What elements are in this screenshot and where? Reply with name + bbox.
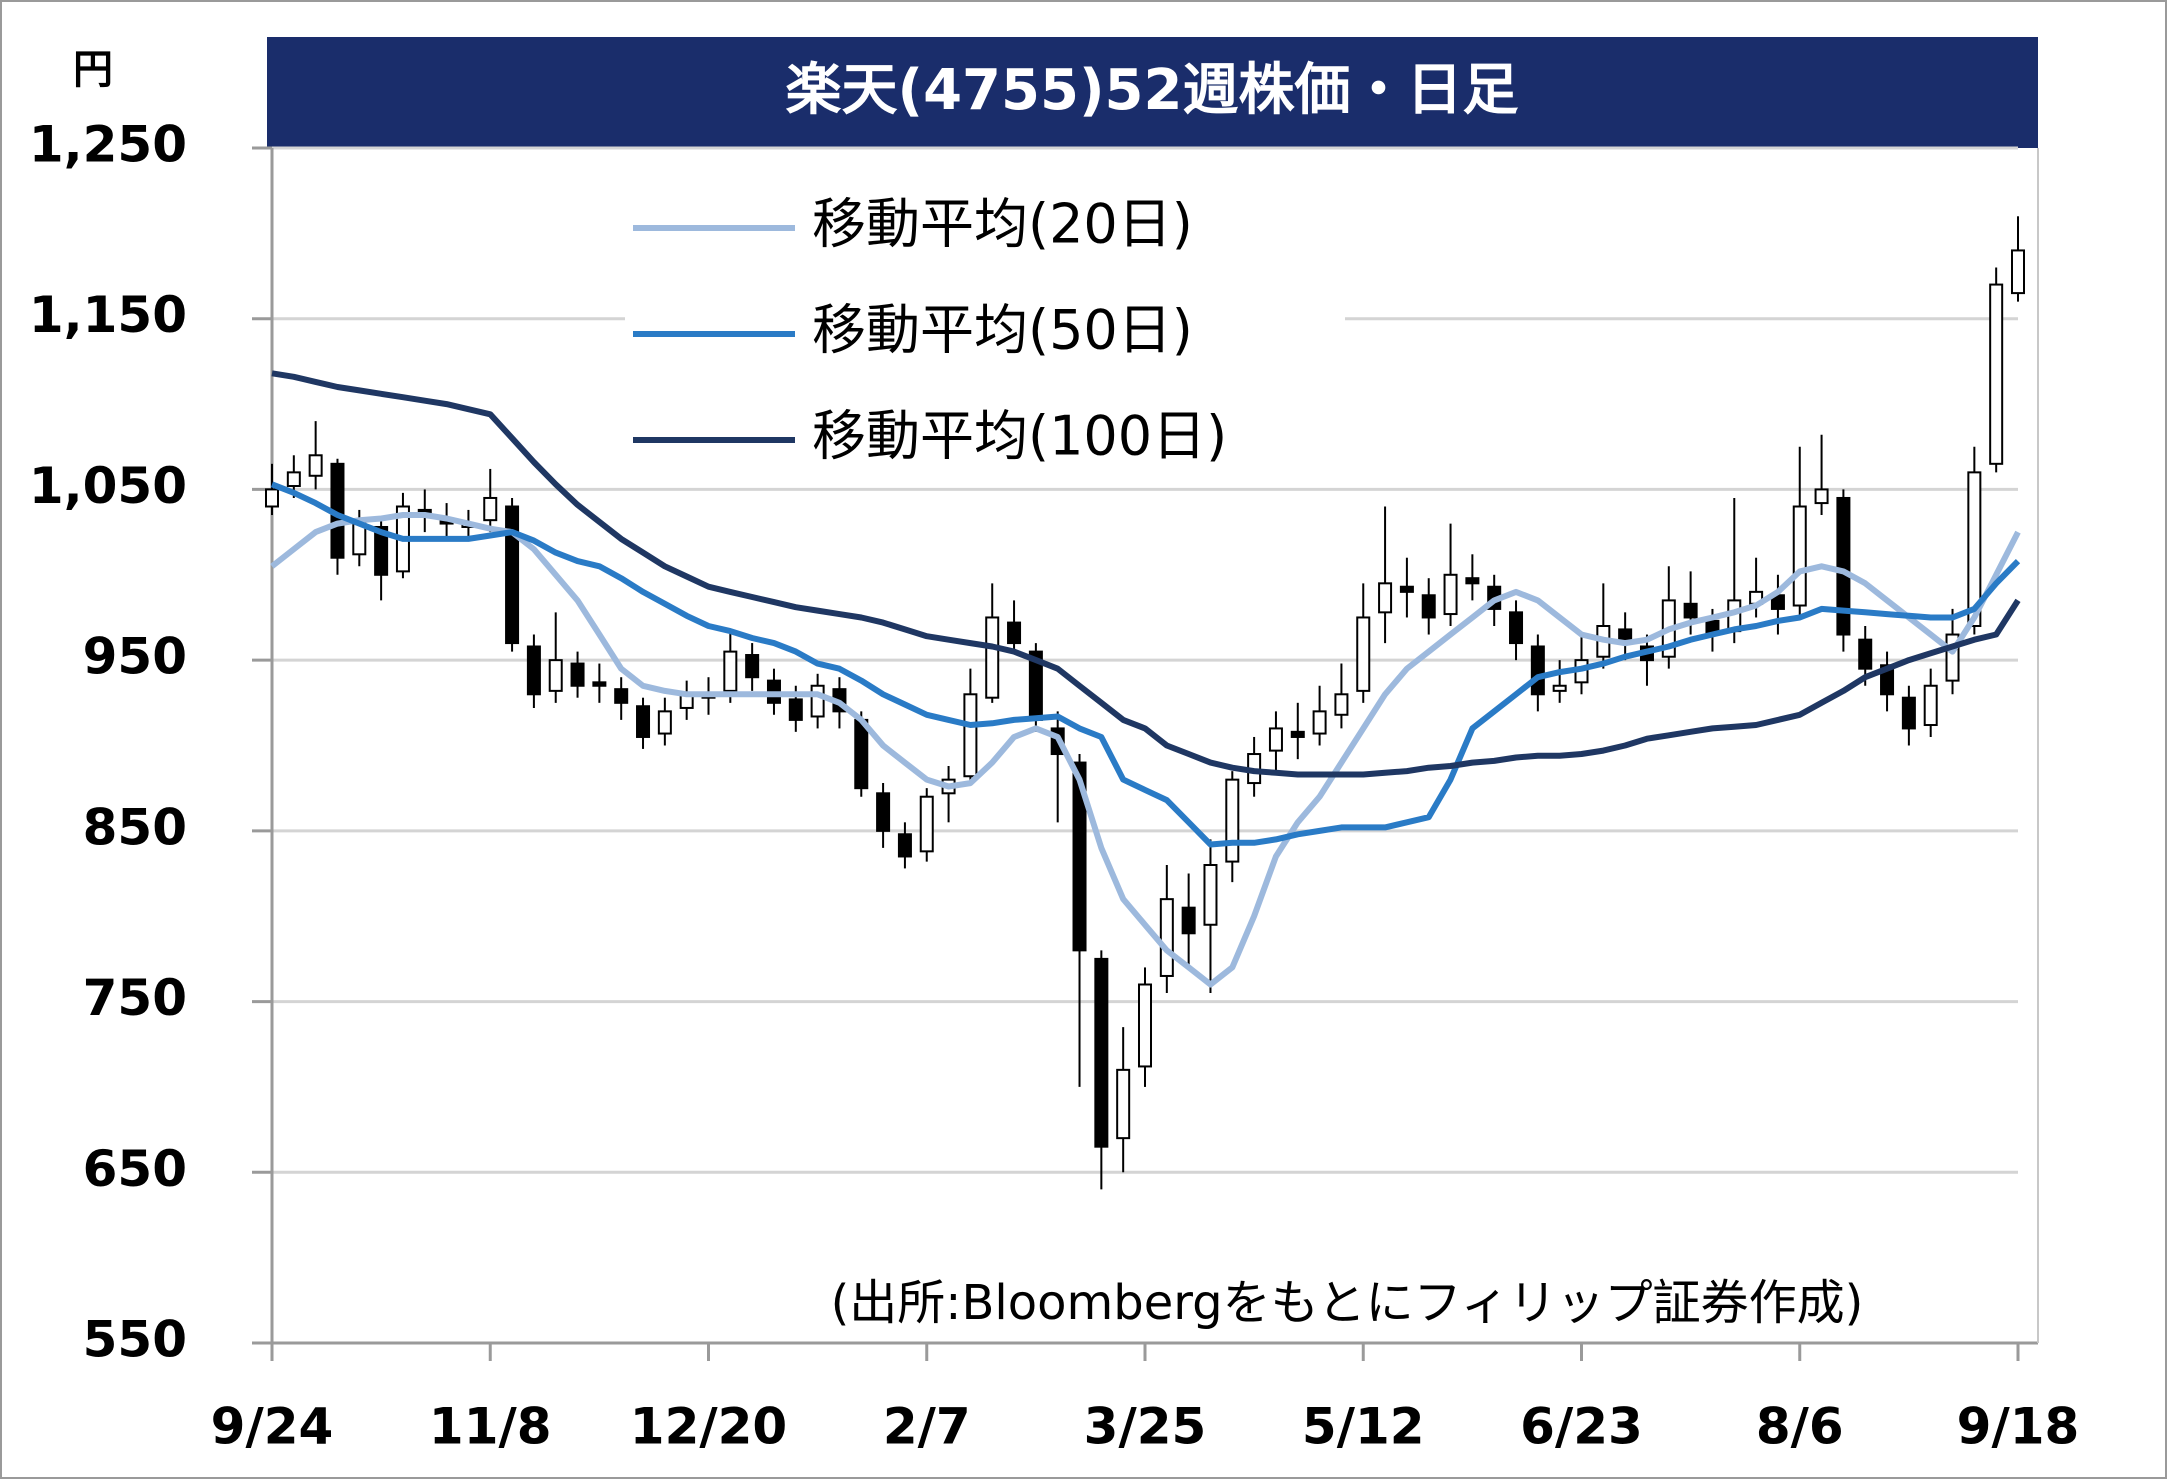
candle-body [1923, 684, 1938, 727]
candle-body [919, 795, 934, 853]
title-bar [267, 37, 2038, 148]
candle-body [2010, 249, 2026, 295]
y-tick-label: 850 [83, 798, 187, 856]
y-tick-label: 1,050 [29, 457, 187, 515]
legend-label: 移動平均(50日) [812, 299, 1193, 362]
candle-body [1858, 638, 1873, 670]
candle-body [264, 488, 280, 508]
ma-line [270, 481, 2021, 848]
ma-line [270, 512, 2021, 988]
candle-body [745, 654, 760, 679]
candle-body [1072, 761, 1087, 952]
x-tick-label: 11/8 [429, 1398, 552, 1456]
candle-body [1465, 577, 1480, 585]
candle-body [1989, 283, 2004, 465]
candle-body [810, 684, 825, 718]
candle-body [1901, 696, 1916, 730]
candle-body [636, 705, 651, 738]
candle-body [1356, 616, 1371, 692]
candle-body [788, 698, 803, 721]
candle-body [308, 454, 323, 477]
source-note: (出所:Bloombergをもとにフィリップ証券作成) [831, 1275, 1864, 1331]
legend-label: 移動平均(20日) [812, 193, 1193, 256]
candle-body [1399, 585, 1414, 593]
candle-body [1509, 611, 1524, 645]
candle-body [1137, 983, 1153, 1068]
candle-body [1814, 488, 1829, 505]
x-tick-label: 12/20 [630, 1398, 787, 1456]
candle-body [1836, 496, 1851, 636]
candle-body [1334, 693, 1349, 716]
candle-body [657, 710, 672, 735]
candle-body [526, 645, 541, 696]
candle-body [1378, 582, 1393, 614]
candle-body [1268, 727, 1283, 752]
candle-body [505, 505, 520, 645]
y-tick-label: 950 [83, 628, 187, 686]
candle-body [897, 833, 912, 858]
candle-body [483, 496, 498, 522]
candle-body [985, 616, 1000, 699]
x-tick-label: 2/7 [883, 1398, 971, 1456]
candle-body [1290, 730, 1305, 738]
candle-body [1967, 471, 1982, 627]
candle-body [1203, 864, 1218, 926]
candle-body [1094, 957, 1109, 1148]
candle-body [1792, 505, 1807, 607]
candle-body [374, 525, 389, 576]
ma-line [271, 370, 2021, 778]
y-tick-label: 1,250 [29, 116, 187, 174]
y-tick-label: 750 [83, 969, 187, 1027]
candle-body [286, 471, 301, 488]
y-tick-label: 1,150 [29, 286, 187, 344]
candle-body [1225, 778, 1240, 863]
candle-body [854, 718, 869, 790]
x-tick-label: 8/6 [1756, 1398, 1844, 1456]
candle-body [570, 662, 585, 687]
candle-body [1007, 621, 1022, 645]
y-unit: 円 [73, 47, 113, 93]
candle-body [1181, 906, 1196, 935]
x-tick-label: 3/25 [1084, 1398, 1207, 1456]
candle-body [1443, 573, 1458, 616]
chart-title: 楽天(4755)52週株価・日足 [786, 58, 1519, 123]
candle-body [548, 659, 563, 692]
candle-body [1421, 594, 1436, 619]
y-tick-label: 550 [83, 1311, 187, 1369]
candle-body [876, 792, 891, 832]
candle-body [1683, 602, 1698, 619]
candle-body [1552, 684, 1567, 692]
note-bg [700, 1270, 2000, 1340]
candle-body [1312, 710, 1327, 735]
x-tick-label: 6/23 [1520, 1398, 1643, 1456]
x-tick-label: 9/18 [1957, 1398, 2080, 1456]
x-tick-label: 9/24 [211, 1398, 334, 1456]
candle-body [1116, 1068, 1131, 1140]
candle-body [592, 681, 607, 687]
candle-body [1159, 898, 1174, 977]
candle-body [614, 688, 629, 704]
candle-body [723, 650, 738, 692]
candle-body [963, 693, 978, 778]
candle-body [1530, 645, 1545, 696]
x-tick-label: 5/12 [1302, 1398, 1425, 1456]
y-tick-label: 650 [83, 1140, 187, 1198]
legend-label: 移動平均(100日) [812, 405, 1227, 468]
